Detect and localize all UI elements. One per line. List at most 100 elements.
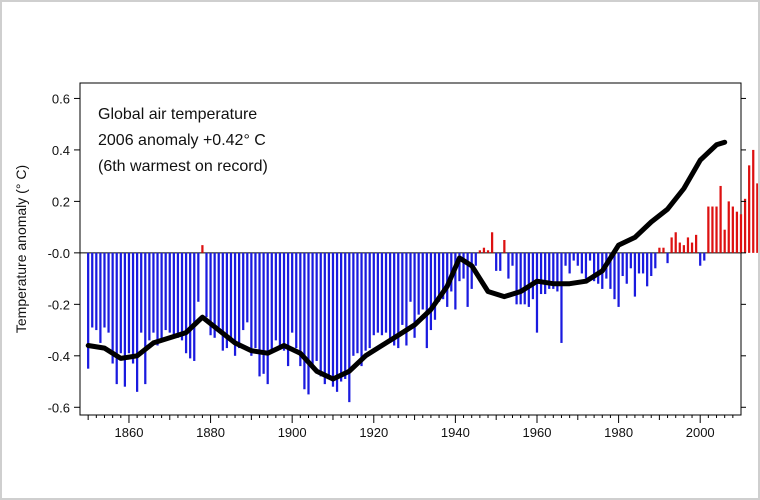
anomaly-bar	[662, 247, 665, 253]
anomaly-bar	[625, 252, 628, 284]
anomaly-bar	[372, 252, 375, 336]
anomaly-bar	[511, 252, 514, 266]
anomaly-bar	[739, 214, 743, 253]
anomaly-bar	[144, 252, 147, 385]
anomaly-bar	[356, 252, 359, 354]
anomaly-bar	[572, 252, 575, 261]
anomaly-bar	[560, 252, 563, 343]
anomaly-bar	[727, 201, 730, 253]
anomaly-bar	[388, 252, 392, 343]
anomaly-bar	[486, 250, 490, 253]
anomaly-bar	[340, 252, 343, 382]
anomaly-bar	[654, 252, 657, 269]
anomaly-bar	[548, 252, 551, 289]
anomaly-bar	[531, 252, 535, 300]
annotation-line-2: 2006 anomaly +0.42° C	[98, 132, 266, 149]
anomaly-bar	[580, 252, 583, 274]
anomaly-bar	[421, 252, 424, 310]
anomaly-bar	[164, 252, 167, 331]
x-tick-label: 1860	[115, 425, 144, 440]
y-tick-label: 0.2	[52, 194, 70, 209]
anomaly-bar	[478, 250, 481, 253]
anomaly-bar	[576, 252, 579, 266]
anomaly-bar	[299, 252, 302, 367]
y-axis: -0.6 -0.4 -0.2 -0.0 0.2 0.4 0.6	[48, 91, 746, 415]
anomaly-bar	[499, 252, 502, 271]
anomaly-bar	[119, 252, 122, 354]
anomaly-bar	[311, 252, 314, 369]
anomaly-bar	[682, 245, 685, 253]
anomaly-bar	[678, 242, 681, 253]
anomaly-bar	[588, 252, 592, 261]
anomaly-bar	[495, 252, 498, 271]
anomaly-bar	[454, 252, 457, 310]
anomaly-bar	[197, 252, 200, 302]
anomaly-bar	[217, 252, 220, 328]
anomaly-bar	[380, 252, 384, 336]
anomaly-bar	[748, 165, 751, 253]
anomaly-bar	[515, 252, 518, 305]
anomaly-bar	[95, 252, 98, 331]
anomaly-bar	[686, 237, 690, 253]
anomaly-bar	[658, 247, 661, 253]
x-tick-label: 1960	[523, 425, 552, 440]
x-axis: 1860 1880 1900 1920 1940 1960 1980 2000	[87, 415, 734, 440]
anomaly-bar	[743, 198, 747, 253]
x-tick-label: 1940	[441, 425, 470, 440]
anomaly-bar	[303, 252, 306, 390]
smoothed-curve	[85, 139, 728, 382]
anomaly-bar	[242, 252, 245, 331]
anomaly-bar	[274, 252, 277, 341]
annotation-line-1: Global air temperature	[98, 106, 257, 123]
x-tick-label: 1980	[604, 425, 633, 440]
anomaly-bar	[609, 252, 612, 289]
anomaly-bar	[172, 252, 175, 336]
anomaly-bar	[752, 149, 755, 253]
anomaly-bar	[466, 252, 469, 307]
anomaly-bar	[539, 252, 543, 295]
anomaly-bar	[592, 252, 596, 282]
anomaly-bar	[115, 252, 118, 385]
anomaly-bar	[523, 252, 526, 305]
anomaly-bar	[152, 252, 155, 333]
anomaly-bar	[699, 252, 702, 266]
anomaly-bar	[527, 252, 530, 307]
anomaly-bar	[413, 252, 416, 338]
anomaly-bar	[503, 239, 506, 253]
anomaly-bar	[425, 252, 428, 349]
anomaly-bar	[433, 252, 437, 320]
anomaly-bar	[176, 252, 180, 338]
anomaly-bar	[633, 252, 637, 297]
anomaly-bar	[405, 252, 408, 346]
anomaly-bar	[641, 252, 645, 274]
y-axis-label: Temperature anomaly (° C)	[13, 165, 29, 333]
anomaly-bar	[233, 252, 237, 356]
anomaly-bar	[723, 229, 726, 253]
anomaly-bar	[225, 252, 229, 349]
anomaly-bar	[307, 252, 310, 395]
anomaly-bar	[91, 252, 94, 328]
anomaly-bar	[584, 252, 588, 279]
x-tick-label: 1880	[196, 425, 225, 440]
y-tick-label: 0.4	[52, 143, 70, 158]
anomaly-bar	[474, 252, 477, 266]
anomaly-bar	[552, 252, 555, 289]
anomaly-bar	[327, 252, 331, 379]
anomaly-bar	[384, 252, 388, 333]
anomaly-bar	[352, 252, 355, 356]
anomaly-bar	[666, 252, 669, 264]
anomaly-bar	[278, 252, 282, 346]
anomaly-bar	[711, 206, 714, 253]
anomaly-bar	[323, 252, 326, 385]
anomaly-bar	[319, 252, 322, 377]
anomaly-bar	[258, 252, 261, 377]
anomaly-bar	[368, 252, 371, 349]
anomaly-bar	[291, 252, 294, 333]
anomaly-bar	[238, 252, 241, 349]
anomaly-bar	[103, 252, 106, 328]
anomaly-bar	[564, 252, 567, 266]
x-tick-label: 1920	[359, 425, 388, 440]
anomaly-bar	[213, 252, 216, 338]
anomaly-bar	[715, 206, 718, 253]
